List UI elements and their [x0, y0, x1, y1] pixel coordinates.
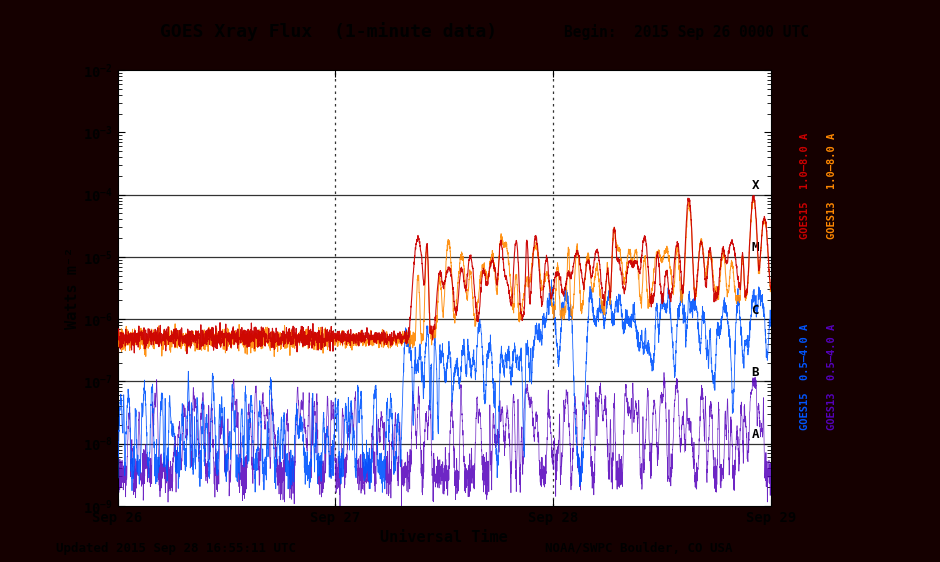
- X-axis label: Universal Time: Universal Time: [381, 530, 508, 545]
- Y-axis label: Watts m⁻²: Watts m⁻²: [65, 247, 80, 329]
- Text: GOES13  0.5–4.0 A: GOES13 0.5–4.0 A: [827, 323, 837, 430]
- Text: X: X: [751, 179, 759, 192]
- Text: Updated 2015 Sep 28 16:55:11 UTC: Updated 2015 Sep 28 16:55:11 UTC: [56, 542, 296, 555]
- Text: GOES15  1.0–8.0 A: GOES15 1.0–8.0 A: [800, 132, 809, 239]
- Text: A: A: [751, 428, 759, 441]
- Text: C: C: [751, 303, 759, 316]
- Text: M: M: [751, 241, 759, 255]
- Text: GOES Xray Flux  (1-minute data): GOES Xray Flux (1-minute data): [160, 21, 497, 40]
- Text: B: B: [751, 366, 759, 379]
- Text: Begin:  2015 Sep 26 0000 UTC: Begin: 2015 Sep 26 0000 UTC: [564, 24, 809, 39]
- Text: GOES13  1.0–8.0 A: GOES13 1.0–8.0 A: [827, 132, 837, 239]
- Text: GOES15  0.5–4.0 A: GOES15 0.5–4.0 A: [800, 323, 809, 430]
- Text: NOAA/SWPC Boulder, CO USA: NOAA/SWPC Boulder, CO USA: [545, 542, 732, 555]
